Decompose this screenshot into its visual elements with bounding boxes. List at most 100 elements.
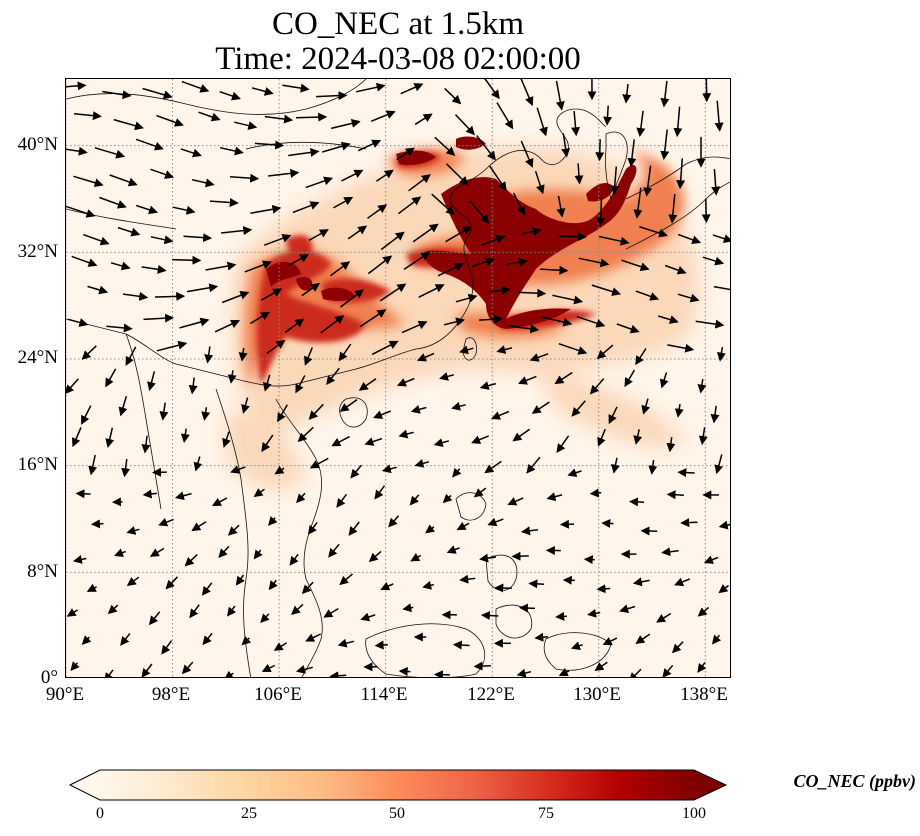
wind-arrow — [184, 553, 198, 567]
wind-arrow — [602, 636, 618, 646]
wind-arrow — [559, 232, 587, 242]
wind-arrow — [214, 319, 241, 333]
wind-arrow — [241, 397, 250, 414]
map-panel — [65, 78, 731, 678]
wind-arrow — [201, 407, 211, 421]
wind-arrow — [469, 200, 490, 225]
wind-arrow — [165, 576, 179, 590]
wind-arrow — [301, 581, 314, 594]
wind-arrow — [347, 225, 368, 240]
wind-arrow — [104, 669, 114, 677]
wind-arrow — [305, 176, 334, 189]
wind-arrow — [83, 233, 110, 246]
wind-arrow — [141, 435, 151, 454]
wind-arrow — [204, 346, 214, 364]
wind-arrow — [431, 193, 455, 216]
wind-arrow — [712, 234, 730, 243]
wind-arrow — [288, 147, 320, 157]
wind-arrow — [531, 401, 550, 414]
wind-arrow — [179, 317, 210, 329]
wind-arrow — [439, 372, 454, 381]
wind-arrow — [380, 231, 405, 251]
wind-arrow — [282, 83, 310, 93]
wind-arrow — [398, 429, 414, 439]
wind-arrow — [516, 668, 532, 677]
wind-arrow — [70, 661, 80, 672]
wind-arrow — [244, 260, 273, 273]
lat-tick-24n: 24°N — [17, 347, 58, 368]
wind-arrow — [677, 233, 702, 245]
wind-arrow — [459, 345, 474, 355]
wind-arrow — [555, 80, 565, 111]
colorbar-tick-50: 50 — [389, 805, 405, 822]
wind-arrow — [188, 377, 198, 395]
wind-arrow — [71, 255, 98, 267]
wind-arrow — [643, 165, 653, 197]
wind-arrow — [622, 83, 632, 104]
wind-arrow — [261, 663, 276, 672]
wind-arrow — [518, 288, 547, 298]
wind-arrow — [72, 555, 87, 564]
wind-arrow — [227, 524, 240, 536]
wind-arrow — [496, 345, 513, 354]
wind-arrow — [110, 261, 131, 271]
wind-arrow — [639, 225, 669, 238]
wind-arrow — [99, 196, 127, 209]
wind-arrow — [91, 519, 104, 529]
wind-arrow — [511, 551, 529, 561]
wind-arrow — [211, 497, 228, 507]
wind-arrow — [509, 324, 540, 334]
lat-tick-8n: 8°N — [27, 561, 58, 582]
wind-arrow — [676, 158, 686, 190]
colorbar-min-extend — [70, 770, 100, 800]
wind-arrow — [180, 428, 190, 443]
map-title: CO_NEC at 1.5km — [271, 6, 525, 42]
wind-arrow — [81, 345, 97, 360]
wind-arrow — [331, 435, 350, 447]
wind-arrow — [555, 611, 568, 621]
wind-arrow — [710, 405, 720, 424]
wind-arrow — [289, 553, 299, 566]
wind-arrow — [396, 377, 415, 387]
wind-arrow — [360, 612, 376, 622]
wind-arrow — [589, 378, 605, 395]
wind-arrow — [66, 378, 79, 395]
wind-arrow — [308, 403, 324, 420]
wind-arrow — [554, 371, 573, 385]
wind-arrow — [94, 147, 126, 159]
wind-arrow — [88, 454, 98, 476]
wind-arrow — [154, 291, 186, 301]
wind-arrow — [66, 608, 78, 617]
wind-arrow — [370, 110, 396, 122]
wind-arrow — [350, 464, 362, 479]
wind-arrow — [331, 118, 361, 130]
lat-lon-gridlines — [66, 79, 730, 677]
wind-arrow — [598, 235, 630, 246]
wind-arrow — [546, 492, 563, 502]
wind-arrow — [158, 517, 174, 527]
wind-arrow — [711, 169, 721, 196]
wind-arrow — [121, 458, 131, 478]
wind-arrow — [574, 163, 584, 185]
wind-arrow — [368, 550, 382, 563]
wind-arrow — [619, 604, 636, 614]
wind-arrow — [125, 346, 137, 366]
wind-arrow — [295, 112, 328, 122]
wind-arrow — [410, 553, 422, 562]
lon-tick-122e: 122°E — [467, 684, 515, 705]
wind-arrow — [494, 583, 512, 593]
wind-arrow — [181, 80, 210, 93]
wind-arrow — [491, 410, 510, 420]
wind-arrow — [321, 141, 351, 153]
wind-arrow — [375, 169, 394, 182]
wind-arrow — [222, 431, 231, 448]
wind-arrow — [149, 547, 165, 557]
wind-arrow — [442, 493, 453, 504]
wind-arrow — [558, 667, 570, 677]
wind-arrow — [109, 174, 138, 187]
wind-arrow — [273, 642, 288, 651]
wind-arrow — [633, 429, 643, 445]
wind-arrow — [241, 635, 252, 646]
wind-arrow — [403, 251, 431, 271]
wind-arrow — [412, 223, 439, 243]
